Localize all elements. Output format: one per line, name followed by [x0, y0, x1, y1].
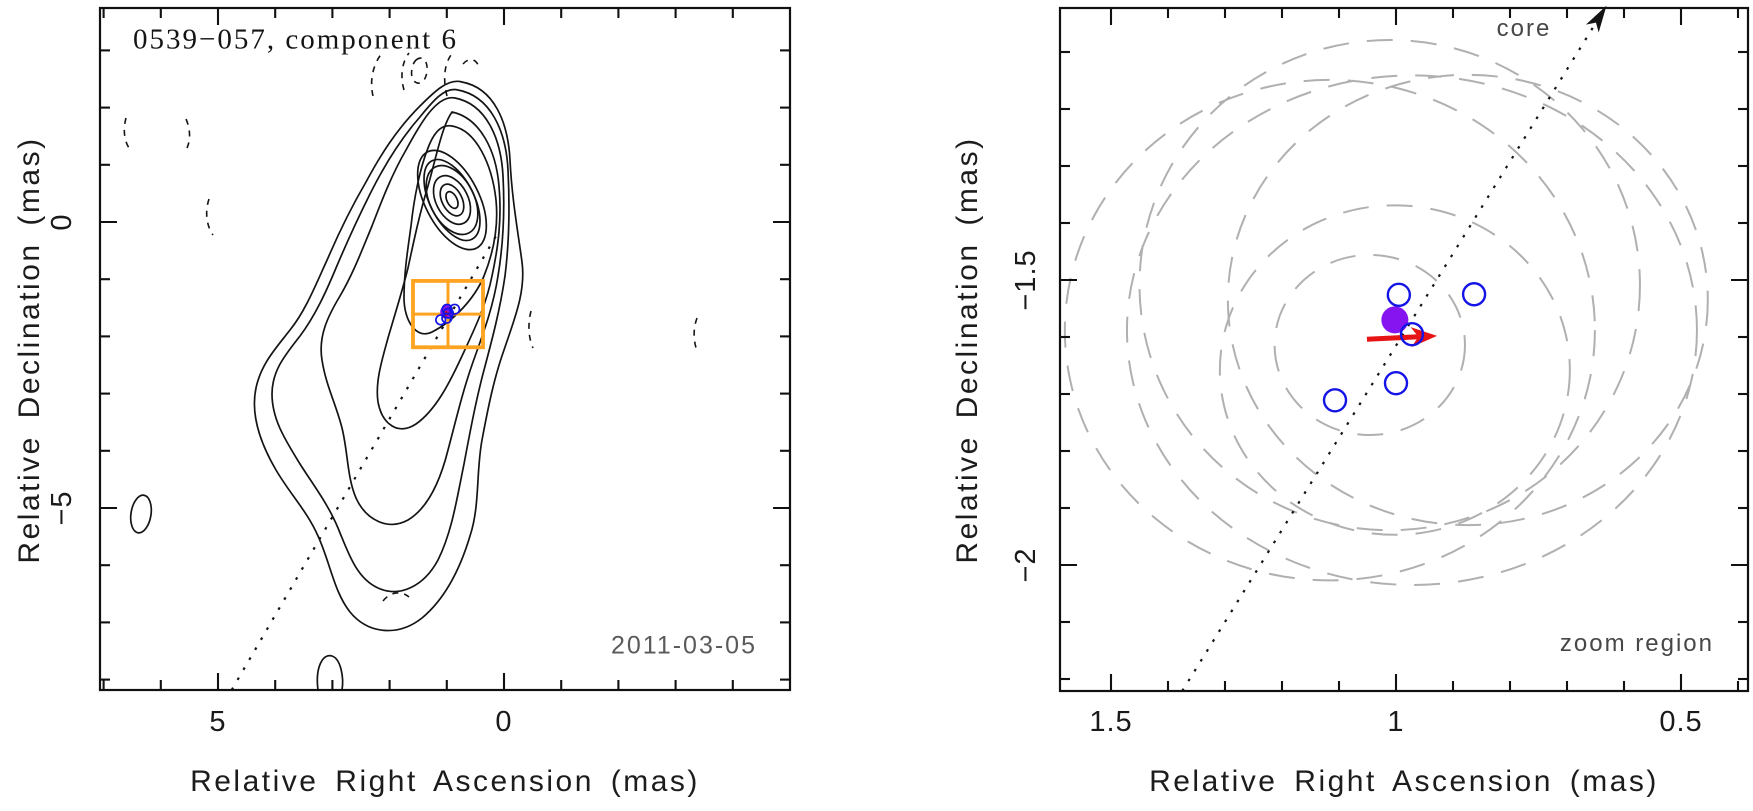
beam-ellipse	[1125, 74, 1698, 586]
y-axis-label-right: Relative Declination (mas)	[951, 136, 984, 564]
axes-layer: 5 0 0 −5 1.5 1 0.5 −1.5 −2	[46, 6, 1750, 738]
beam-ellipse	[1273, 253, 1466, 437]
epoch-circle	[1322, 388, 1348, 413]
epoch-label: 2011-03-05	[610, 631, 757, 660]
component-positions	[1322, 282, 1487, 413]
zoom-region-label: zoom region	[1559, 630, 1714, 657]
beam-ellipse	[1226, 73, 1709, 527]
map-title: 0539−057, component 6	[133, 23, 458, 56]
x-tick-label: 1.5	[1089, 706, 1132, 738]
x-tick-label: 5	[209, 706, 226, 738]
negative-contours	[123, 51, 699, 602]
core-label: core	[1496, 15, 1552, 42]
y-tick-label: −5	[46, 490, 78, 525]
y-tick-label: −2	[1010, 547, 1042, 582]
beam-ellipse	[1063, 78, 1596, 582]
panel-frame	[98, 6, 792, 692]
y-tick-label: −1.5	[1010, 249, 1042, 310]
core-contours	[416, 149, 488, 251]
epoch-circle	[1386, 282, 1412, 308]
x-tick-label: 0	[495, 706, 512, 738]
jet-contours	[253, 80, 524, 632]
velocity-arrow-head	[1410, 327, 1438, 348]
x-axis-label-right: Relative Right Ascension (mas)	[1149, 765, 1659, 798]
x-tick-label: 0.5	[1659, 706, 1702, 738]
core-arrowhead	[1585, 5, 1607, 33]
marker-layer	[411, 279, 1487, 413]
panel-frame	[1058, 6, 1750, 693]
x-axis-label-left: Relative Right Ascension (mas)	[190, 765, 700, 798]
core-direction-dotted	[1181, 12, 1603, 692]
isolated-positive-contours	[129, 494, 344, 691]
x-tick-label: 1	[1387, 706, 1404, 738]
epoch-circle	[435, 314, 447, 326]
epoch-circle	[1461, 282, 1487, 307]
y-axis-label-left: Relative Declination (mas)	[13, 136, 46, 564]
beam-ellipse	[1138, 39, 1641, 532]
velocity-arrow-shaft	[1366, 334, 1422, 342]
beam-ellipse-layer	[1063, 39, 1709, 586]
contour-map	[123, 51, 699, 691]
trajectory-layer	[230, 5, 1607, 692]
component-positions	[435, 303, 461, 326]
y-tick-label: 0	[46, 213, 78, 230]
epoch-circle	[441, 312, 453, 324]
epoch-circle	[442, 307, 455, 319]
epoch-circle	[1383, 370, 1409, 396]
mean-position-dot	[1381, 306, 1409, 334]
epoch-circle	[1399, 321, 1425, 347]
beam-ellipse	[1218, 204, 1571, 536]
